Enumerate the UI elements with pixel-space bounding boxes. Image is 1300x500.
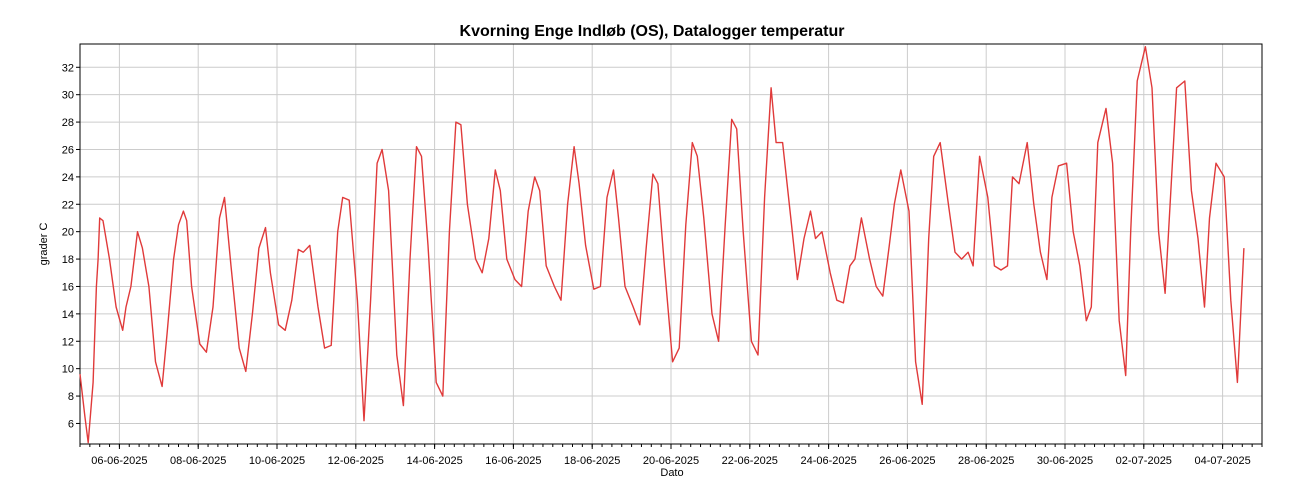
x-axis-label: Dato — [660, 467, 683, 479]
y-tick-label: 24 — [62, 172, 74, 184]
x-tick-label: 06-06-2025 — [91, 455, 147, 467]
x-tick-label: 30-06-2025 — [1037, 455, 1093, 467]
y-axis: 6 8 10 12 14 16 18 20 22 24 26 28 30 32 — [62, 62, 80, 430]
x-tick-label: 08-06-2025 — [170, 455, 226, 467]
y-tick-label: 26 — [62, 144, 74, 156]
y-tick-label: 6 — [68, 418, 74, 430]
y-tick-label: 12 — [62, 336, 74, 348]
temperature-series-line — [79, 46, 1245, 444]
y-tick-label: 8 — [68, 391, 74, 403]
x-tick-label: 26-06-2025 — [879, 455, 935, 467]
y-tick-label: 20 — [62, 227, 74, 239]
x-tick-label: 14-06-2025 — [406, 455, 462, 467]
y-tick-label: 30 — [62, 90, 74, 102]
y-tick-label: 18 — [62, 254, 74, 266]
y-tick-label: 32 — [62, 62, 74, 74]
x-axis: 06-06-2025 08-06-2025 10-06-2025 12-06-2025… — [91, 444, 1251, 467]
grid-lines — [80, 44, 1262, 444]
y-tick-label: 16 — [62, 281, 74, 293]
x-tick-label: 28-06-2025 — [958, 455, 1014, 467]
x-tick-label: 16-06-2025 — [485, 455, 541, 467]
x-tick-label: 02-07-2025 — [1116, 455, 1172, 467]
x-tick-label: 24-06-2025 — [800, 455, 856, 467]
x-tick-label: 10-06-2025 — [249, 455, 305, 467]
x-tick-label: 04-07-2025 — [1194, 455, 1250, 467]
x-tick-label: 22-06-2025 — [722, 455, 778, 467]
x-tick-label: 18-06-2025 — [564, 455, 620, 467]
y-tick-label: 28 — [62, 117, 74, 129]
chart-title: Kvorning Enge Indløb (OS), Datalogger te… — [460, 23, 845, 40]
x-tick-label: 20-06-2025 — [643, 455, 699, 467]
x-tick-label: 12-06-2025 — [328, 455, 384, 467]
x-minor-ticks — [79, 444, 1263, 447]
y-tick-label: 22 — [62, 199, 74, 211]
y-axis-label: grader C — [38, 223, 50, 266]
y-tick-label: 14 — [62, 309, 74, 321]
y-tick-label: 10 — [62, 364, 74, 376]
